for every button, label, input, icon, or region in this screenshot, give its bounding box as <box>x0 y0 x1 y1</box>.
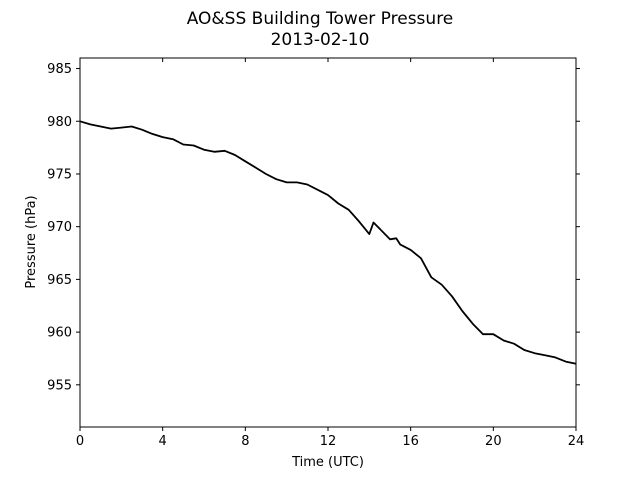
series-line-0 <box>79 120 577 365</box>
x-tick-label-5: 20 <box>485 434 502 449</box>
x-tick-label-1: 4 <box>159 434 167 449</box>
y-tick-label-6: 985 <box>47 62 72 77</box>
x-axis-ticks: 0 4 8 12 16 20 24 <box>76 58 584 449</box>
y-tick-label-1: 960 <box>47 326 72 341</box>
x-tick-label-6: 24 <box>568 434 585 449</box>
plot-area <box>80 58 576 427</box>
x-tick-label-3: 12 <box>320 434 337 449</box>
x-tick-label-4: 16 <box>402 434 419 449</box>
y-tick-label-4: 975 <box>47 167 72 182</box>
y-tick-label-0: 955 <box>47 378 72 393</box>
x-tick-label-2: 8 <box>241 434 249 449</box>
chart-subtitle: 2013-02-10 <box>271 30 370 50</box>
y-tick-label-3: 970 <box>47 220 72 235</box>
chart-title: AO&SS Building Tower Pressure <box>187 9 454 29</box>
y-axis-ticks: 955 960 965 970 975 980 985 <box>47 62 580 393</box>
y-axis-label: Pressure (hPa) <box>24 195 39 288</box>
data-layer <box>79 120 577 365</box>
y-tick-label-2: 965 <box>47 273 72 288</box>
x-axis-label: Time (UTC) <box>291 455 364 470</box>
x-tick-label-0: 0 <box>76 434 84 449</box>
y-tick-label-5: 980 <box>47 115 72 130</box>
